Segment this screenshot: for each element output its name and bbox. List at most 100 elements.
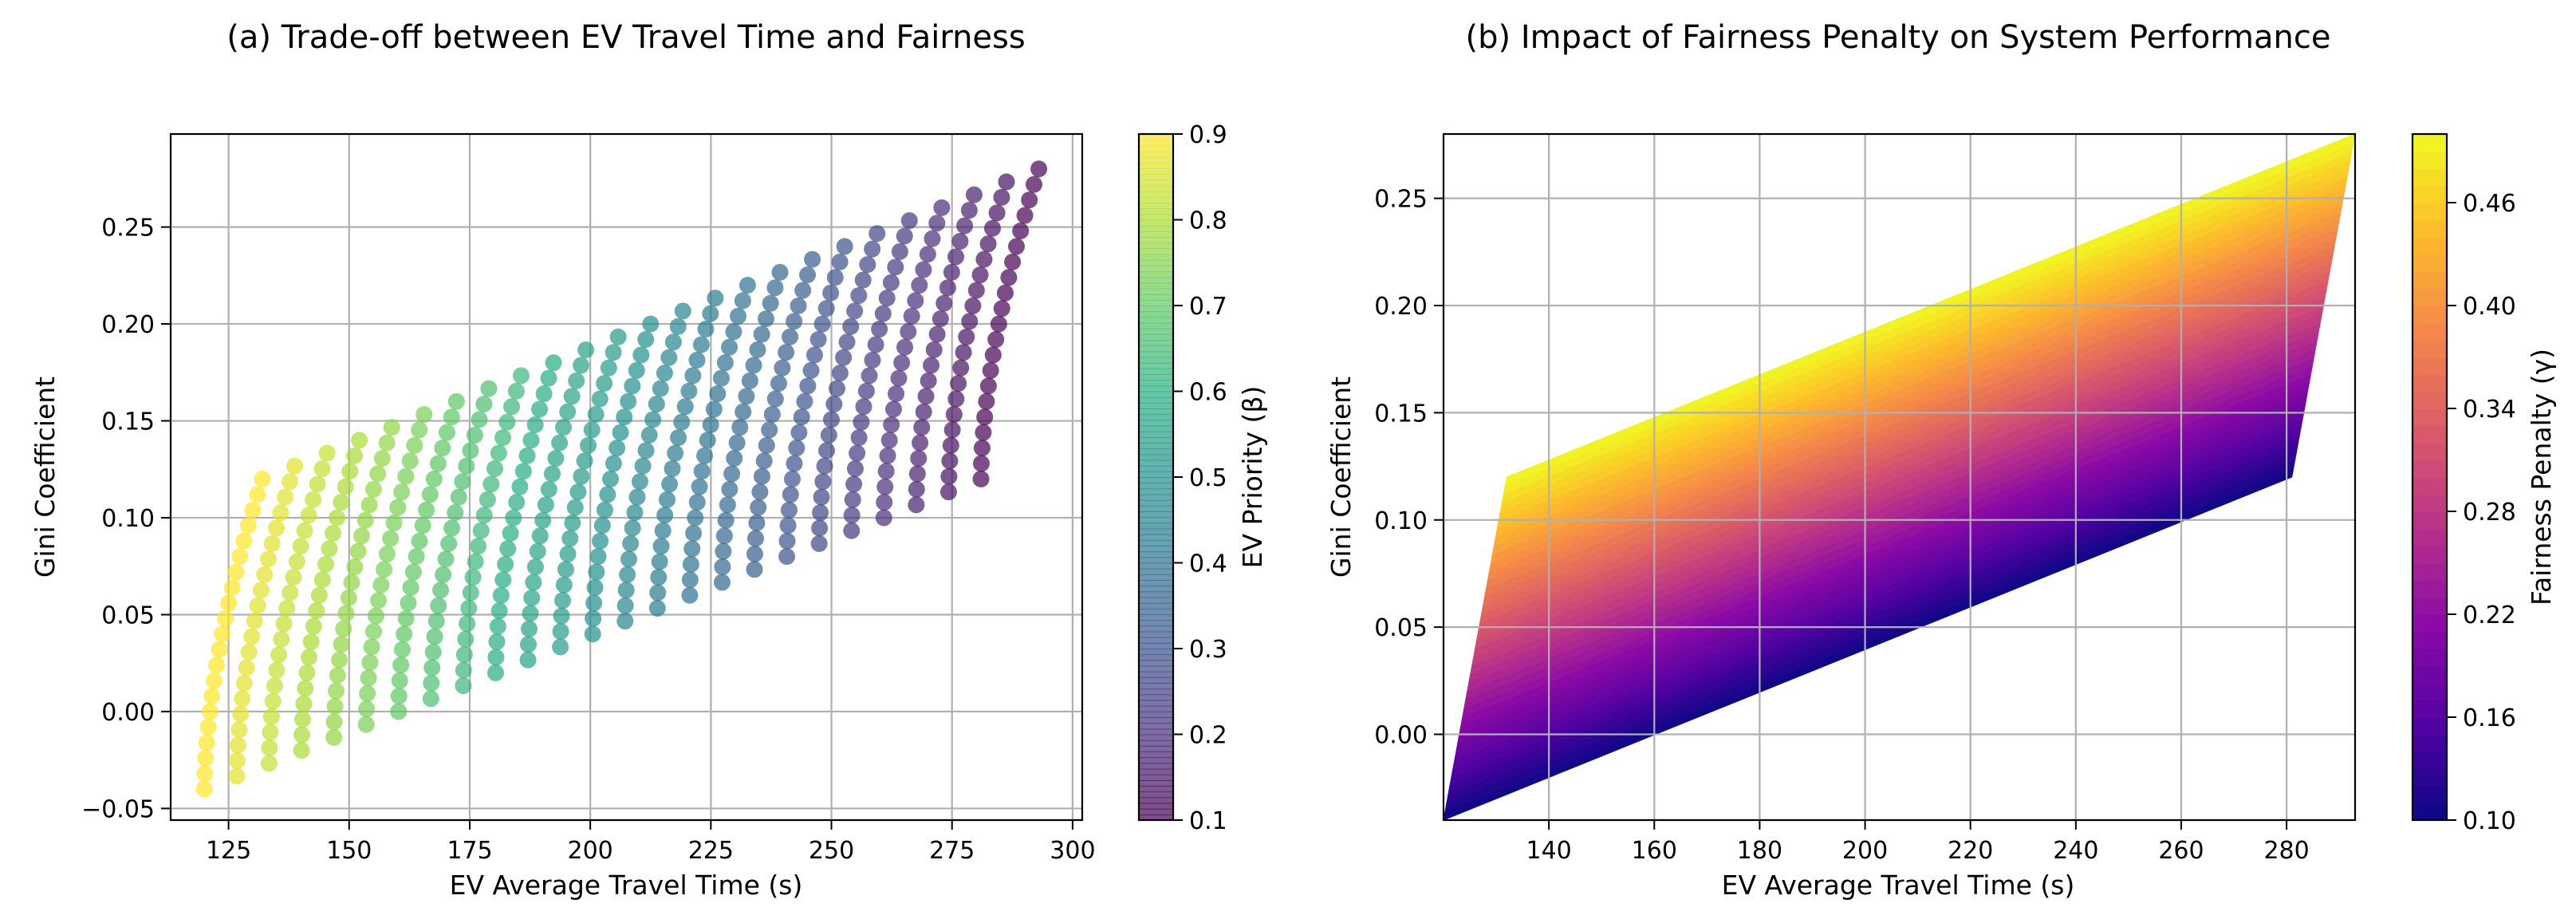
- scatter-point: [616, 408, 633, 426]
- panel-a-x-label: EV Average Travel Time (s): [450, 870, 803, 901]
- scatter-point: [486, 664, 504, 681]
- scatter-point: [933, 199, 951, 216]
- scatter-point: [888, 385, 905, 403]
- colorbar-segment: [1139, 443, 1173, 450]
- scatter-point: [958, 328, 975, 345]
- scatter-point: [534, 511, 552, 529]
- scatter-point: [975, 250, 993, 268]
- colorbar-segment: [1139, 534, 1173, 541]
- colorbar-segment: [1139, 191, 1173, 198]
- scatter-point: [511, 478, 529, 495]
- scatter-point: [853, 413, 870, 431]
- scatter-point: [459, 615, 476, 633]
- scatter-point: [649, 584, 667, 602]
- scatter-point: [811, 519, 829, 537]
- scatter-point: [605, 455, 622, 472]
- scatter-point: [804, 250, 821, 268]
- scatter-point: [637, 331, 655, 349]
- colorbar-segment: [1139, 803, 1173, 810]
- scatter-point: [559, 403, 577, 420]
- colorbar-segment: [2413, 357, 2447, 375]
- scatter-point: [605, 344, 622, 361]
- scatter-point: [238, 659, 255, 676]
- panel-b-x-tick-label: 280: [2263, 837, 2309, 865]
- panel-a-frame: [169, 132, 1084, 822]
- scatter-point: [589, 548, 607, 566]
- scatter-point: [907, 292, 924, 310]
- scatter-point: [262, 708, 280, 725]
- scatter-point: [753, 467, 770, 485]
- colorbar-segment: [1139, 683, 1173, 690]
- colorbar-segment: [1139, 454, 1173, 461]
- colorbar-segment: [1139, 631, 1173, 638]
- scatter-point: [564, 514, 581, 531]
- scatter-point: [790, 424, 808, 441]
- scatter-point: [620, 550, 637, 568]
- colorbar-segment: [2413, 734, 2447, 752]
- scatter-point: [573, 467, 590, 485]
- scatter-point: [313, 571, 331, 589]
- scatter-point: [876, 478, 894, 495]
- scatter-point: [813, 488, 830, 506]
- scatter-point: [912, 434, 929, 452]
- colorbar-segment: [1139, 774, 1173, 781]
- panel-b-x-label: EV Average Travel Time (s): [1722, 870, 2075, 901]
- scatter-point: [434, 440, 451, 457]
- scatter-point: [910, 450, 928, 467]
- scatter-point: [758, 436, 775, 454]
- colorbar-segment: [2413, 340, 2447, 358]
- scatter-point: [505, 509, 522, 527]
- scatter-point: [688, 494, 706, 511]
- colorbar-segment: [1139, 586, 1173, 593]
- scatter-point: [424, 643, 442, 661]
- scatter-point: [923, 357, 940, 374]
- scatter-point: [340, 589, 357, 606]
- scatter-point: [903, 307, 920, 325]
- scatter-point: [273, 630, 290, 648]
- scatter-point: [661, 475, 679, 493]
- scatter-point: [972, 455, 990, 472]
- colorbar-segment: [1139, 602, 1173, 609]
- colorbar-tick-label: 0.8: [1189, 207, 1227, 235]
- scatter-point: [195, 780, 213, 798]
- scatter-point: [762, 294, 779, 312]
- scatter-point: [586, 578, 604, 596]
- scatter-point: [680, 382, 698, 400]
- scatter-point: [884, 400, 902, 418]
- scatter-point: [915, 403, 932, 420]
- colorbar-segment: [1139, 671, 1173, 678]
- scatter-point: [297, 680, 314, 697]
- scatter-point: [780, 501, 798, 519]
- scatter-point: [203, 688, 221, 705]
- colorbar-tick-label: 0.22: [2463, 602, 2516, 629]
- scatter-point: [1026, 176, 1043, 193]
- scatter-point: [326, 697, 344, 715]
- colorbar-segment: [1139, 385, 1173, 392]
- colorbar-segment: [1139, 757, 1173, 764]
- scatter-point: [796, 392, 813, 410]
- scatter-point: [421, 486, 439, 503]
- scatter-point: [390, 703, 408, 720]
- colorbar-segment: [1139, 362, 1173, 369]
- scatter-point: [437, 550, 455, 568]
- scatter-point: [535, 385, 553, 403]
- colorbar-tick-label: 0.6: [1189, 379, 1227, 407]
- contour-band: [1504, 134, 2355, 487]
- scatter-point: [327, 682, 345, 700]
- scatter-point: [268, 661, 286, 679]
- scatter-point: [939, 483, 957, 501]
- scatter-point: [979, 377, 997, 395]
- panel-b-colorbar-frame: [2411, 132, 2448, 822]
- scatter-point: [472, 522, 490, 539]
- scatter-point: [755, 452, 773, 470]
- colorbar-segment: [2413, 649, 2447, 667]
- scatter-point: [503, 398, 521, 416]
- colorbar-segment: [1139, 368, 1173, 375]
- scatter-point: [908, 496, 925, 514]
- scatter-point: [389, 499, 407, 516]
- scatter-point: [462, 584, 479, 602]
- scatter-point: [239, 517, 257, 534]
- panel-b-y-tick-label: 0.00: [1374, 722, 1428, 750]
- colorbar-segment: [1139, 179, 1173, 187]
- colorbar-segment: [2413, 717, 2447, 736]
